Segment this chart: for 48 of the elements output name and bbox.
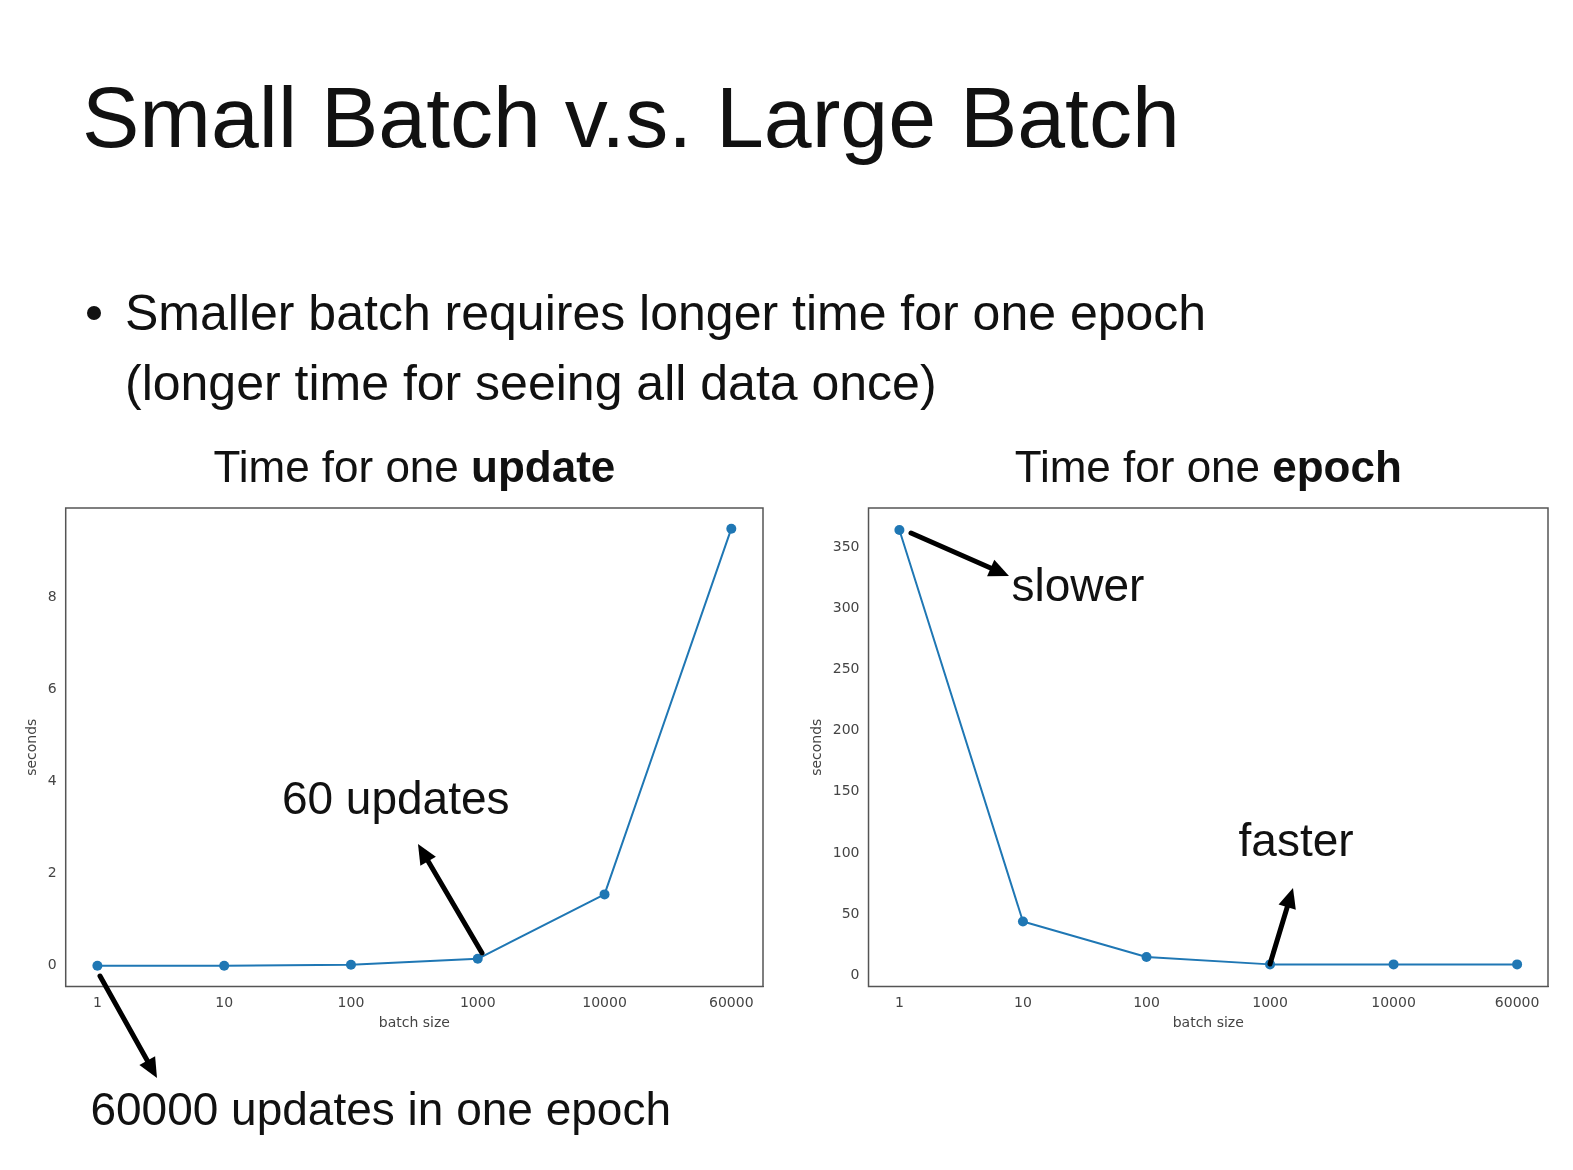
x-tick-label: 10 — [1014, 994, 1032, 1011]
y-tick-label: 200 — [832, 721, 860, 738]
y-tick-label: 150 — [832, 782, 860, 799]
point — [726, 523, 737, 534]
y-tick-label: 300 — [832, 598, 860, 615]
chart-title: Time for one update — [213, 442, 616, 491]
x-tick-label: 1000 — [1252, 994, 1288, 1011]
annotation: 60000 updates in one epoch — [90, 1083, 672, 1136]
y-tick-label: 250 — [832, 660, 860, 677]
point — [1512, 959, 1523, 970]
text: Smaller batch requires longer time for one epoch (longer time for seeing all data once) — [125, 284, 1208, 413]
y-axis-title: seconds — [808, 718, 825, 776]
y-tick-label: 100 — [832, 843, 860, 860]
y-axis-title: seconds — [23, 718, 40, 776]
x-tick-label: 10000 — [1371, 994, 1416, 1011]
point — [1388, 959, 1399, 970]
point — [345, 959, 356, 970]
chart-title: Time for one epoch — [1014, 442, 1402, 491]
y-tick-label: 4 — [47, 772, 57, 789]
y-tick-label: 50 — [841, 904, 860, 921]
x-tick-label: 1 — [92, 994, 102, 1011]
y-tick-label: 8 — [47, 588, 57, 605]
point — [599, 889, 610, 900]
x-tick-label: 10000 — [582, 994, 627, 1011]
y-tick-label: 0 — [850, 966, 860, 983]
x-tick-label: 100 — [1133, 994, 1160, 1011]
point — [219, 960, 230, 971]
y-tick-label: 350 — [832, 537, 860, 554]
x-tick-label: 1 — [894, 994, 904, 1011]
x-axis-title: batch size — [378, 1014, 450, 1031]
x-tick-label: 1000 — [459, 994, 496, 1011]
y-tick-label: 2 — [47, 864, 57, 881]
x-tick-label: 10 — [215, 994, 234, 1011]
annotation: 60 updates — [281, 772, 510, 825]
x-tick-label: 60000 — [709, 994, 754, 1011]
x-tick-label: 100 — [337, 994, 365, 1011]
text: Small Batch v.s. Large Batch — [82, 68, 1180, 167]
point — [92, 960, 103, 971]
y-tick-label: 0 — [47, 956, 57, 973]
y-tick-label: 6 — [47, 680, 57, 697]
annotation: faster — [1238, 814, 1354, 867]
point — [1017, 916, 1028, 927]
annotation: slower — [1011, 558, 1145, 611]
point — [1141, 952, 1152, 963]
point — [472, 953, 483, 964]
point — [894, 525, 905, 536]
x-axis-title: batch size — [1172, 1014, 1244, 1031]
x-tick-label: 60000 — [1494, 994, 1540, 1011]
